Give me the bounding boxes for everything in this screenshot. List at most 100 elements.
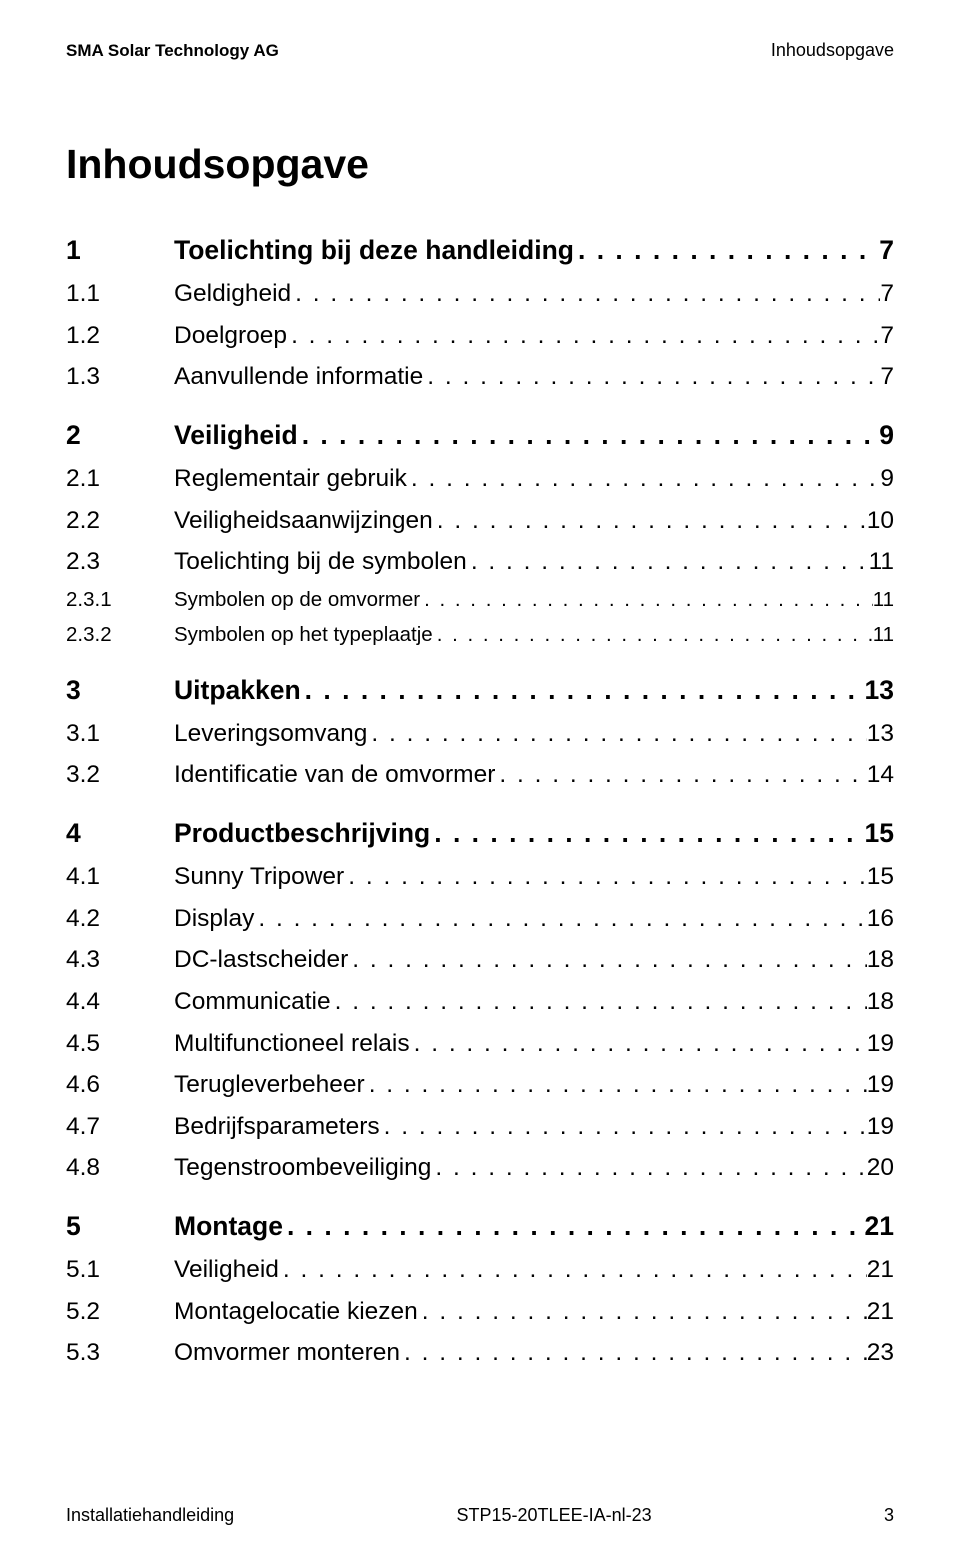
toc-page: 19 <box>867 1064 894 1106</box>
toc-leader <box>254 898 866 940</box>
header-section: Inhoudsopgave <box>771 40 894 61</box>
toc-number: 4 <box>66 811 174 856</box>
toc-page: 18 <box>867 981 894 1023</box>
toc-row: 4.8Tegenstroombeveiliging 20 <box>66 1147 894 1189</box>
toc-row: 3Uitpakken 13 <box>66 668 894 713</box>
toc-page: 7 <box>880 356 894 398</box>
toc-leader <box>367 713 866 755</box>
toc-leader <box>283 1204 865 1249</box>
toc-number: 3 <box>66 668 174 713</box>
toc-leader <box>301 668 865 713</box>
toc-row: 4.3DC-lastscheider18 <box>66 939 894 981</box>
toc-number: 2.3.1 <box>66 583 174 618</box>
toc-row: 1Toelichting bij deze handleiding 7 <box>66 228 894 273</box>
toc-page: 11 <box>869 541 894 583</box>
toc-leader <box>431 1147 866 1189</box>
toc-label: Terugleverbeheer <box>174 1064 365 1106</box>
page-title: Inhoudsopgave <box>66 141 894 188</box>
toc-number: 2.3 <box>66 541 174 583</box>
toc-label: Reglementair gebruik <box>174 458 407 500</box>
toc-row: 2.3.1Symbolen op de omvormer 11 <box>66 583 894 618</box>
toc-row: 1.2Doelgroep7 <box>66 315 894 357</box>
toc-label: Doelgroep <box>174 315 287 357</box>
toc-number: 5.3 <box>66 1332 174 1374</box>
toc-number: 2.2 <box>66 500 174 542</box>
toc-page: 13 <box>865 668 894 713</box>
toc-leader <box>495 754 866 796</box>
toc-row: 2.2Veiligheidsaanwijzingen 10 <box>66 500 894 542</box>
toc-leader <box>407 458 880 500</box>
toc-number: 5 <box>66 1204 174 1249</box>
toc-number: 5.2 <box>66 1291 174 1333</box>
toc-page: 7 <box>880 315 894 357</box>
toc-label: Geldigheid <box>174 273 291 315</box>
toc-leader <box>287 315 880 357</box>
toc-label: Veiligheid <box>174 413 298 458</box>
toc-number: 1.1 <box>66 273 174 315</box>
toc-label: Montagelocatie kiezen <box>174 1291 418 1333</box>
page-header: SMA Solar Technology AG Inhoudsopgave <box>66 40 894 61</box>
toc-number: 4.1 <box>66 856 174 898</box>
toc-leader <box>420 583 873 618</box>
toc-row: 2.1Reglementair gebruik9 <box>66 458 894 500</box>
toc-row: 5.2Montagelocatie kiezen21 <box>66 1291 894 1333</box>
toc-number: 1 <box>66 228 174 273</box>
toc-row: 3.2Identificatie van de omvormer 14 <box>66 754 894 796</box>
toc-label: Toelichting bij de symbolen <box>174 541 467 583</box>
toc-page: 23 <box>867 1332 894 1374</box>
toc-leader <box>423 356 880 398</box>
toc-leader <box>430 811 864 856</box>
toc-number: 4.4 <box>66 981 174 1023</box>
toc-page: 7 <box>880 273 894 315</box>
toc-page: 14 <box>867 754 894 796</box>
toc-leader <box>433 618 873 653</box>
footer-page-number: 3 <box>874 1505 894 1526</box>
toc-leader <box>418 1291 867 1333</box>
toc-leader <box>410 1023 867 1065</box>
toc-label: Toelichting bij deze handleiding <box>174 228 574 273</box>
toc-number: 4.8 <box>66 1147 174 1189</box>
toc-page: 9 <box>879 413 894 458</box>
toc-row: 5.3Omvormer monteren 23 <box>66 1332 894 1374</box>
page-footer: Installatiehandleiding STP15-20TLEE-IA-n… <box>66 1505 894 1526</box>
toc-label: DC-lastscheider <box>174 939 348 981</box>
toc-leader <box>574 228 879 273</box>
toc-page: 11 <box>873 583 894 618</box>
toc-leader <box>344 856 867 898</box>
toc-leader <box>331 981 867 1023</box>
toc-label: Symbolen op de omvormer <box>174 583 420 618</box>
toc-label: Veiligheidsaanwijzingen <box>174 500 433 542</box>
toc-label: Montage <box>174 1204 283 1249</box>
toc-label: Tegenstroombeveiliging <box>174 1147 431 1189</box>
toc-leader <box>433 500 867 542</box>
toc-page: 10 <box>867 500 894 542</box>
toc-row: 4Productbeschrijving15 <box>66 811 894 856</box>
toc-leader <box>279 1249 867 1291</box>
toc-number: 4.5 <box>66 1023 174 1065</box>
toc-label: Display <box>174 898 254 940</box>
toc-row: 4.5Multifunctioneel relais19 <box>66 1023 894 1065</box>
toc-row: 4.4Communicatie18 <box>66 981 894 1023</box>
toc-label: Aanvullende informatie <box>174 356 423 398</box>
toc-label: Veiligheid <box>174 1249 279 1291</box>
toc-label: Symbolen op het typeplaatje <box>174 618 433 653</box>
toc-page: 18 <box>867 939 894 981</box>
footer-doc-type: Installatiehandleiding <box>66 1505 234 1526</box>
toc-number: 3.2 <box>66 754 174 796</box>
toc-page: 19 <box>867 1023 894 1065</box>
toc-row: 2Veiligheid9 <box>66 413 894 458</box>
toc-number: 1.3 <box>66 356 174 398</box>
toc-row: 1.1Geldigheid 7 <box>66 273 894 315</box>
toc-page: 20 <box>867 1147 894 1189</box>
toc-label: Uitpakken <box>174 668 301 713</box>
toc-page: 11 <box>873 618 894 653</box>
toc-leader <box>380 1106 867 1148</box>
header-company: SMA Solar Technology AG <box>66 41 279 61</box>
toc-number: 2.3.2 <box>66 618 174 653</box>
toc-leader <box>365 1064 867 1106</box>
toc-leader <box>348 939 866 981</box>
toc-label: Identificatie van de omvormer <box>174 754 495 796</box>
toc-row: 1.3Aanvullende informatie 7 <box>66 356 894 398</box>
toc-label: Omvormer monteren <box>174 1332 400 1374</box>
toc-page: 7 <box>879 228 894 273</box>
